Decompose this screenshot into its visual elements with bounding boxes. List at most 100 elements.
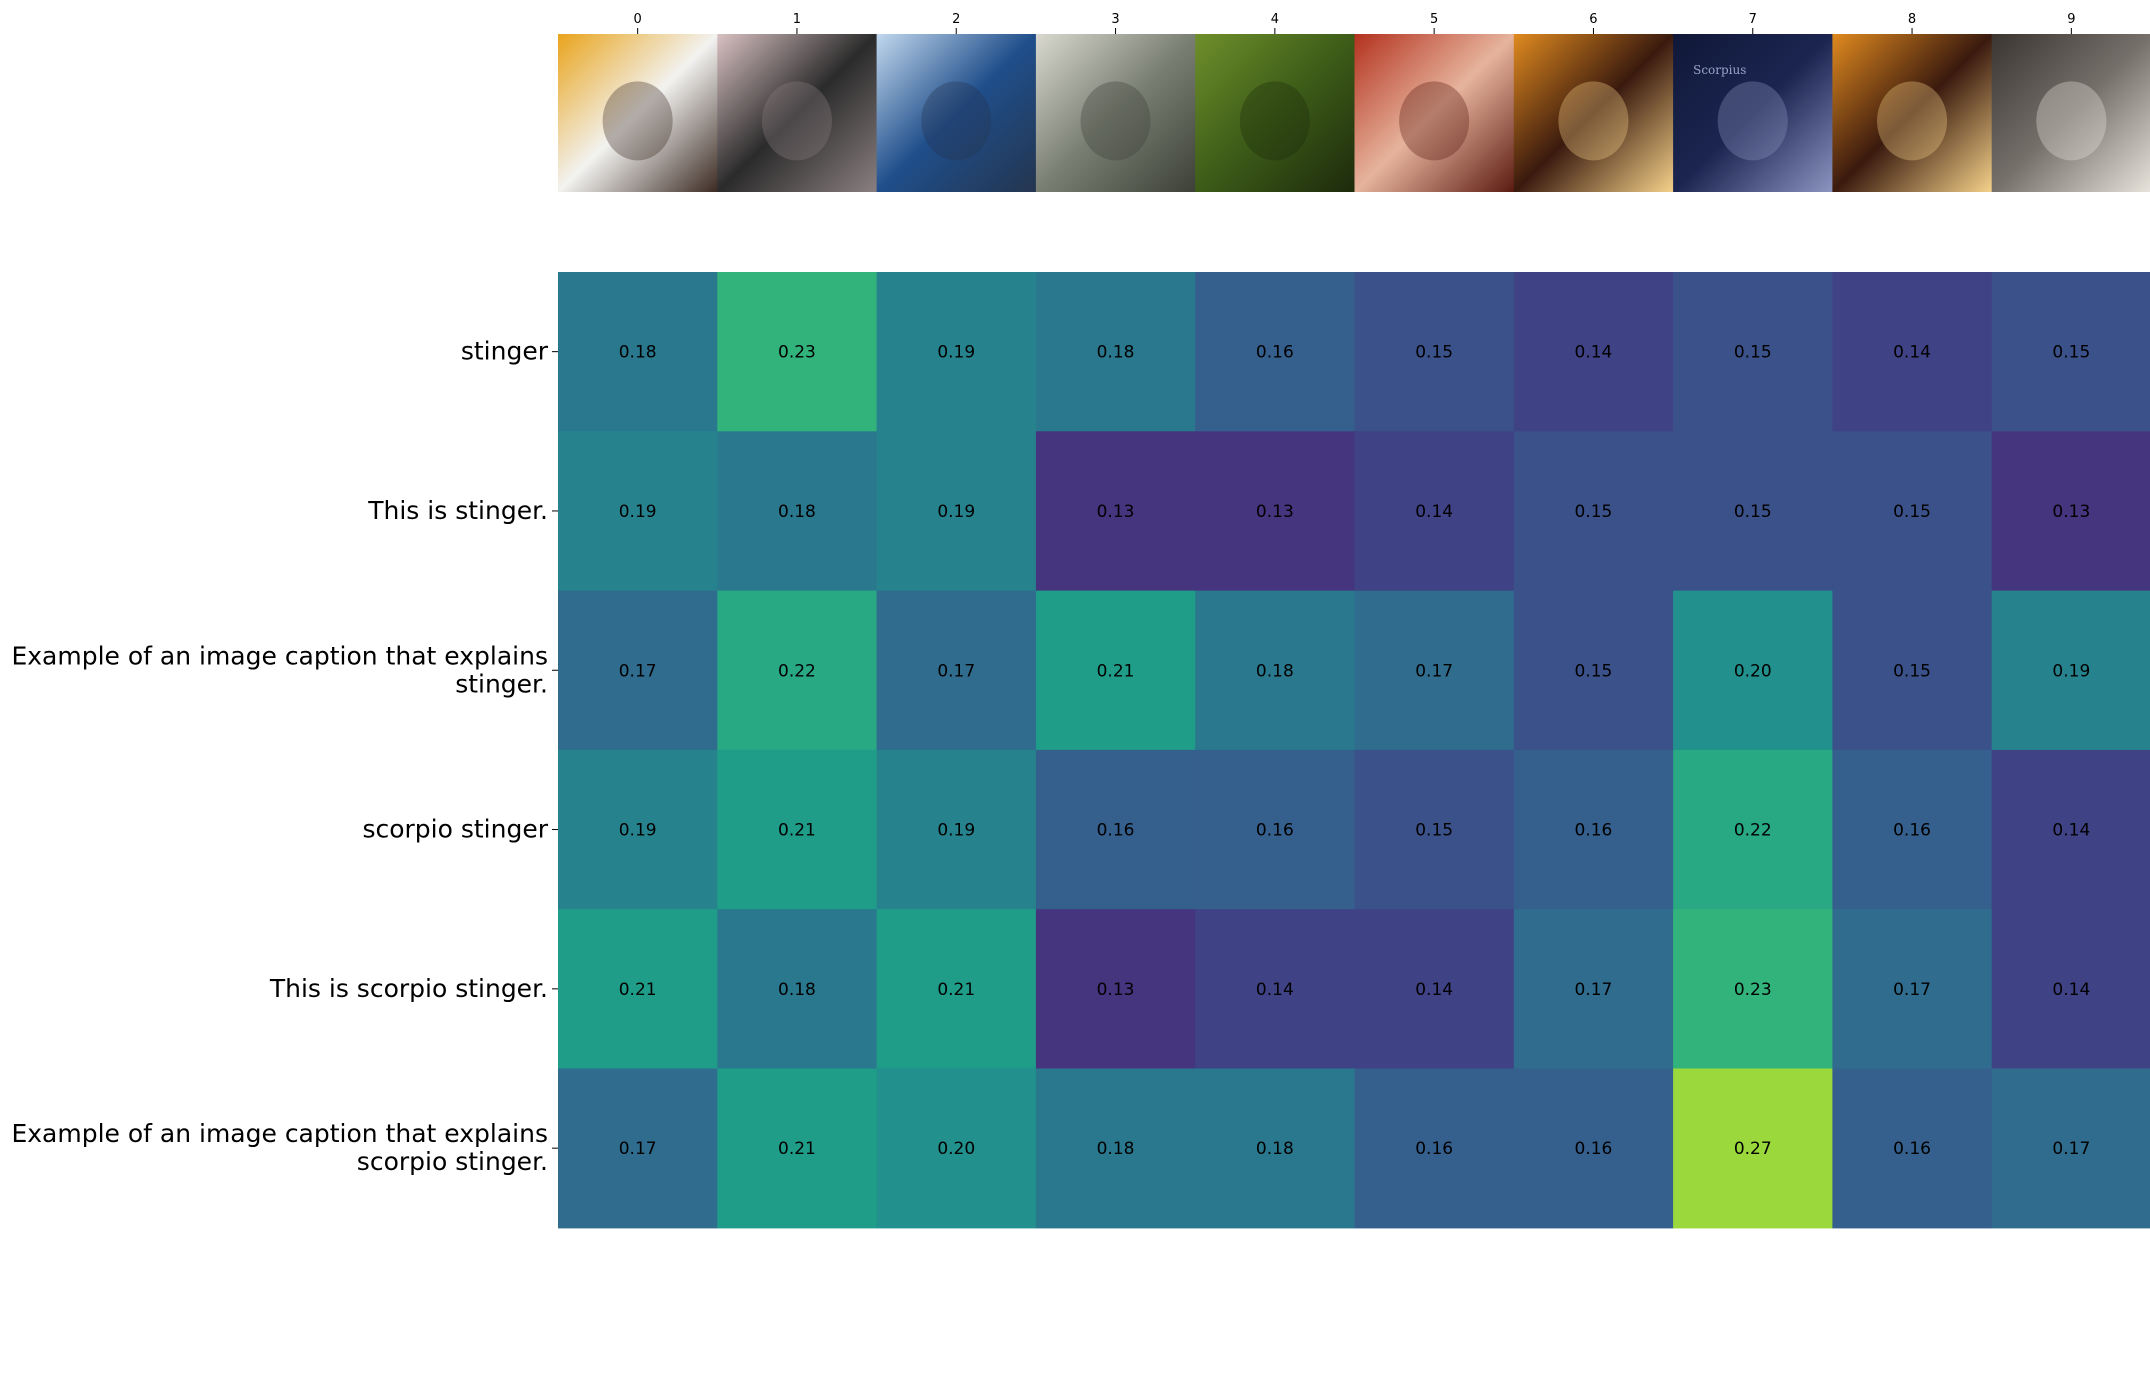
row-tick-label: scorpio stinger — [362, 815, 548, 844]
heatmap-cell — [876, 749, 1037, 910]
cell-value-label: 0.19 — [937, 343, 975, 363]
heatmap-cell — [1513, 1068, 1674, 1229]
heatmap-cell — [1035, 590, 1196, 751]
heatmap-cell — [558, 590, 718, 751]
cell-value-label: 0.21 — [778, 1139, 816, 1159]
column-image-background — [1195, 34, 1356, 192]
column-tick-label: 2 — [952, 12, 960, 27]
heatmap-cell — [876, 590, 1037, 751]
column-image-9 — [1991, 34, 2150, 192]
cell-value-label: 0.21 — [778, 821, 816, 841]
column-image-subject — [1717, 81, 1788, 161]
column-tick-label: 7 — [1749, 12, 1757, 27]
cell-value-label: 0.13 — [1097, 980, 1135, 1000]
row-tick-label: This is scorpio stinger. — [269, 974, 548, 1003]
cell-value-label: 0.16 — [1575, 821, 1613, 841]
cell-value-label: 0.21 — [1097, 661, 1135, 681]
heatmap-cell — [876, 909, 1037, 1070]
cell-value-label: 0.15 — [1415, 343, 1453, 363]
cell-value-label: 0.17 — [1893, 980, 1931, 1000]
cell-value-label: 0.14 — [1256, 980, 1294, 1000]
column-tick-label: 8 — [1908, 12, 1916, 27]
cell-value-label: 0.18 — [1097, 1139, 1135, 1159]
heatmap-cell — [1354, 590, 1515, 751]
heatmap-cell — [1832, 749, 1993, 910]
cell-value-label: 0.19 — [619, 502, 657, 522]
heatmap-cell — [1991, 909, 2150, 1070]
heatmap-cell — [717, 590, 878, 751]
heatmap-cell — [717, 431, 878, 592]
column-tick-label: 4 — [1271, 12, 1279, 27]
cell-value-label: 0.17 — [619, 1139, 657, 1159]
heatmap-cell — [1673, 909, 1833, 1070]
row-tick-label: This is stinger. — [367, 496, 548, 525]
cell-value-label: 0.19 — [2052, 661, 2090, 681]
row-tick-label: Example of an image caption that explain… — [11, 641, 548, 698]
heatmap-cell — [1195, 749, 1356, 910]
heatmap-cell — [876, 272, 1037, 432]
cell-value-label: 0.15 — [1893, 661, 1931, 681]
column-image-background — [558, 34, 718, 192]
column-image-subject — [921, 81, 992, 161]
heatmap-cell — [1832, 272, 1993, 432]
column-tick-label: 5 — [1430, 12, 1438, 27]
column-image-5 — [1354, 34, 1515, 192]
heatmap-cell — [717, 749, 878, 910]
heatmap-cell — [1195, 272, 1356, 432]
cell-value-label: 0.22 — [778, 661, 816, 681]
cell-value-label: 0.16 — [1256, 343, 1294, 363]
cell-value-label: 0.17 — [619, 661, 657, 681]
heatmap-cell — [1991, 272, 2150, 432]
heatmap-cell — [1354, 272, 1515, 432]
heatmap-cell — [1035, 1068, 1196, 1229]
row-tick-label: Example of an image caption that explain… — [11, 1119, 548, 1176]
column-image-caption: Scorpius — [1693, 63, 1746, 77]
column-image-0 — [558, 34, 718, 192]
heatmap-cell — [1832, 590, 1993, 751]
column-image-background — [717, 34, 878, 192]
heatmap-cell — [1673, 272, 1833, 432]
heatmap-cell — [558, 431, 718, 592]
column-image-background — [1832, 34, 1993, 192]
heatmap-cell — [558, 1068, 718, 1229]
column-tick-label: 0 — [634, 12, 642, 27]
cell-value-label: 0.17 — [1575, 980, 1613, 1000]
cell-value-label: 0.16 — [1256, 821, 1294, 841]
heatmap-cell — [1035, 272, 1196, 432]
heatmap-cell — [717, 909, 878, 1070]
column-image-subject — [1877, 81, 1948, 161]
cell-value-label: 0.19 — [937, 502, 975, 522]
cell-value-label: 0.14 — [2052, 821, 2090, 841]
cell-value-label: 0.19 — [937, 821, 975, 841]
cell-value-label: 0.17 — [1415, 661, 1453, 681]
cell-value-label: 0.18 — [778, 502, 816, 522]
column-tick-label: 6 — [1589, 12, 1597, 27]
cell-value-label: 0.15 — [2052, 343, 2090, 363]
cell-value-label: 0.20 — [1734, 661, 1772, 681]
cell-value-label: 0.16 — [1893, 1139, 1931, 1159]
row-tick-labels: stinger This is stinger. Example of an ima… — [11, 337, 558, 1176]
heatmap-cell — [558, 749, 718, 910]
column-image-background — [1991, 34, 2150, 192]
column-image-background — [876, 34, 1037, 192]
column-image-8 — [1832, 34, 1993, 192]
heatmap-cell — [1195, 909, 1356, 1070]
cell-value-label: 0.13 — [1097, 502, 1135, 522]
cell-value-label: 0.14 — [1415, 980, 1453, 1000]
image-strip: Scorpius — [558, 34, 2150, 192]
heatmap-cell — [1991, 590, 2150, 751]
cell-value-label: 0.16 — [1893, 821, 1931, 841]
cell-value-label: 0.15 — [1575, 661, 1613, 681]
heatmap-cell — [1513, 749, 1674, 910]
cell-value-label: 0.18 — [778, 980, 816, 1000]
heatmap-cell — [1513, 272, 1674, 432]
heatmap-cell — [1832, 431, 1993, 592]
heatmap-cell — [876, 1068, 1037, 1229]
column-image-7: Scorpius — [1673, 34, 1833, 192]
cell-value-label: 0.17 — [2052, 1139, 2090, 1159]
heatmap-cell — [1991, 431, 2150, 592]
heatmap-cell — [1991, 1068, 2150, 1229]
cell-value-label: 0.15 — [1575, 502, 1613, 522]
heatmap-cell — [1673, 590, 1833, 751]
